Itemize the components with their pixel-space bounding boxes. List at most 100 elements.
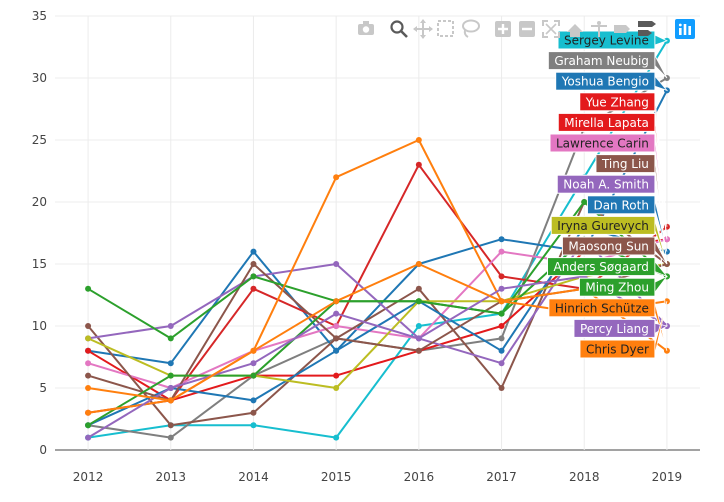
data-point-anders-sgaard[interactable] [581, 199, 588, 205]
data-point-noah-a-smith[interactable] [167, 323, 174, 329]
data-point-percy-liang[interactable] [415, 335, 422, 342]
data-point-yoshua-bengio[interactable] [250, 248, 257, 255]
data-point-mirella-lapata[interactable] [498, 323, 505, 329]
data-point-ming-zhou[interactable] [415, 298, 422, 305]
data-point-chris-dyer[interactable] [333, 298, 340, 305]
plotly-logo-button[interactable] [674, 18, 696, 40]
hover-label-text: Yoshua Bengio [561, 75, 649, 89]
reset-axes-icon [567, 24, 583, 37]
x-tick-label: 2018 [569, 470, 600, 484]
data-point-ming-zhou[interactable] [85, 422, 92, 429]
data-point-ming-zhou[interactable] [250, 372, 257, 379]
data-point-chris-dyer[interactable] [167, 397, 174, 404]
data-point-hinrich-schutze[interactable] [415, 137, 422, 143]
hover-label-dan-roth: Dan Roth [586, 195, 668, 252]
data-point-sergey-levine[interactable] [250, 422, 257, 429]
data-point-anders-sgaard[interactable] [85, 285, 92, 292]
data-point-chris-dyer[interactable] [415, 261, 422, 267]
hover-label-text: Graham Neubig [554, 54, 649, 68]
data-point-chris-dyer[interactable] [85, 385, 92, 391]
hover-label-pointer [654, 137, 668, 240]
zoom-button[interactable] [388, 18, 410, 40]
data-point-yue-zhang[interactable] [498, 273, 505, 280]
data-point-ting-liu[interactable] [250, 409, 257, 416]
data-point-maosong-sun[interactable] [250, 261, 257, 267]
data-point-ting-liu[interactable] [415, 285, 422, 292]
data-point-ting-liu[interactable] [498, 385, 505, 391]
hover-label-sergey-levine: Sergey Levine [557, 30, 668, 50]
zoom-in-button[interactable] [492, 18, 514, 40]
autoscale-button[interactable] [540, 18, 562, 40]
hover-label-text: Yue Zhang [585, 95, 649, 109]
data-point-ting-liu[interactable] [167, 422, 174, 429]
box-select-button[interactable] [435, 18, 457, 40]
camera-button[interactable] [355, 18, 377, 40]
hover-label-text: Ming Zhou [585, 281, 649, 295]
data-point-yoshua-bengio[interactable] [498, 236, 505, 243]
pan-button[interactable] [412, 18, 434, 40]
zoom-icon [390, 20, 408, 38]
hover-label-anders-sgaard: Anders Søgaard [546, 257, 669, 278]
hover-label-hinrich-schutze: Hinrich Schütze [548, 298, 668, 351]
lasso-select-icon [462, 19, 480, 38]
hover-label-pointer [654, 117, 668, 240]
data-point-percy-liang[interactable] [333, 310, 340, 317]
data-point-noah-a-smith[interactable] [498, 360, 505, 367]
data-point-anders-sgaard[interactable] [250, 273, 257, 280]
hover-closest-button[interactable] [612, 18, 634, 40]
x-tick-label: 2012 [73, 470, 104, 484]
reset-axes-button[interactable] [564, 18, 586, 40]
data-point-sergey-levine[interactable] [333, 434, 340, 441]
x-tick-label: 2015 [321, 470, 352, 484]
data-point-percy-liang[interactable] [85, 434, 92, 441]
data-point-ting-liu[interactable] [85, 323, 92, 329]
data-point-graham-neubig[interactable] [498, 335, 505, 342]
data-point-dan-roth[interactable] [333, 347, 340, 354]
y-tick-label: 20 [32, 195, 47, 209]
data-point-maosong-sun[interactable] [415, 347, 422, 354]
data-point-maosong-sun[interactable] [85, 372, 92, 379]
hover-compare-button[interactable] [636, 18, 658, 40]
data-point-graham-neubig[interactable] [167, 434, 174, 441]
data-point-lawrence-carin[interactable] [333, 323, 340, 329]
data-point-hinrich-schutze[interactable] [333, 174, 340, 181]
data-point-lawrence-carin[interactable] [498, 248, 505, 255]
data-point-yue-zhang[interactable] [250, 285, 257, 292]
data-point-percy-liang[interactable] [498, 285, 505, 292]
data-point-maosong-sun[interactable] [333, 335, 340, 342]
x-tick-label: 2017 [486, 470, 517, 484]
data-point-dan-roth[interactable] [250, 397, 257, 404]
data-point-hinrich-schutze[interactable] [85, 409, 92, 416]
data-point-chris-dyer[interactable] [498, 298, 505, 305]
data-point-ming-zhou[interactable] [167, 372, 174, 379]
data-point-yoshua-bengio[interactable] [167, 360, 174, 367]
data-point-mirella-lapata[interactable] [85, 347, 92, 354]
hover-label-text: Ting Liu [601, 157, 649, 171]
lasso-select-button[interactable] [459, 18, 481, 40]
data-point-mirella-lapata[interactable] [333, 372, 340, 379]
plotly-logo-icon [675, 19, 695, 39]
data-point-lawrence-carin[interactable] [85, 360, 92, 367]
data-point-chris-dyer[interactable] [250, 347, 257, 354]
hover-label-iryna-gurevych: Iryna Gurevych [550, 215, 668, 265]
series-line-sergey-levine[interactable] [87, 40, 668, 439]
data-point-dan-roth[interactable] [498, 347, 505, 354]
zoom-out-button[interactable] [516, 18, 538, 40]
data-point-percy-liang[interactable] [167, 385, 174, 391]
data-point-iryna-gurevych[interactable] [85, 335, 92, 342]
spike-lines-button[interactable] [588, 18, 610, 40]
data-point-anders-sgaard[interactable] [167, 335, 174, 342]
data-point-ming-zhou[interactable] [498, 310, 505, 317]
hover-label-pointer [654, 301, 668, 355]
data-point-iryna-gurevych[interactable] [333, 385, 340, 391]
data-point-noah-a-smith[interactable] [333, 261, 340, 267]
series-line-percy-liang[interactable] [87, 275, 668, 439]
hover-label-yue-zhang: Yue Zhang [579, 92, 668, 227]
data-point-yue-zhang[interactable] [415, 161, 422, 168]
y-tick-label: 10 [32, 319, 47, 333]
data-point-sergey-levine[interactable] [415, 323, 422, 329]
hover-label-mirella-lapata: Mirella Lapata [557, 112, 668, 240]
x-tick-label: 2013 [155, 470, 186, 484]
data-point-percy-liang[interactable] [250, 360, 257, 367]
